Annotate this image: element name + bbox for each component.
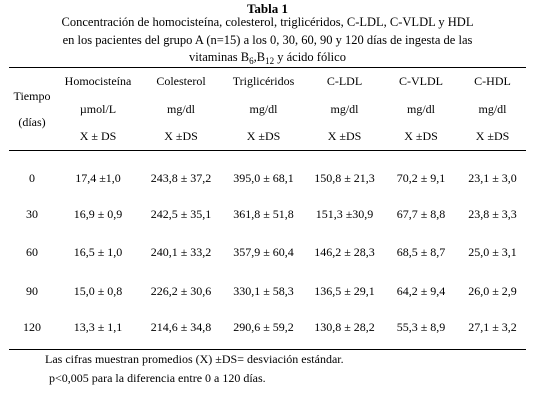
table-cell: 330,1 ± 58,3: [233, 284, 294, 298]
row-time: 0: [29, 171, 35, 185]
header-rule: [9, 150, 526, 151]
table-cell: 23,8 ± 3,3: [468, 207, 517, 221]
header-c-hdl-stat: X ±DS: [475, 129, 510, 143]
header-homocisteina-unit: µmol/L: [79, 102, 117, 116]
table-cell: 25,0 ± 3,1: [468, 245, 517, 259]
time-header: Tiempo: [13, 89, 51, 103]
time-header-unit: (días): [18, 115, 46, 129]
table-cell: 395,0 ± 68,1: [233, 171, 294, 185]
table-cell: 150,8 ± 21,3: [314, 171, 375, 185]
header-homocisteina-stat: X ± DS: [79, 129, 117, 143]
header-c-ldl-unit: mg/dl: [330, 102, 359, 116]
table-cell: 13,3 ± 1,1: [73, 320, 123, 334]
table-cell: 26,0 ± 2,9: [468, 284, 517, 298]
table-cell: 240,1 ± 33,2: [150, 245, 212, 259]
table-caption: Concentración de homocisteína, colestero…: [0, 14, 535, 71]
table-cell: 27,1 ± 3,2: [468, 320, 517, 334]
table-cell: 55,3 ± 8,9: [396, 320, 446, 334]
caption-line-2: en los pacientes del grupo A (n=15) a lo…: [62, 32, 473, 47]
table-cell: 64,2 ± 9,4: [396, 284, 446, 298]
header-c-vldl-unit: mg/dl: [406, 102, 435, 116]
top-rule: [9, 67, 526, 68]
table-title: Tabla 1: [246, 1, 289, 16]
footnote-2: p<0,005 para la diferencia entre 0 a 120…: [49, 371, 266, 385]
header-c-hdl: C-HDL: [474, 74, 511, 88]
header-trigliceridos-stat: X ±DS: [246, 129, 281, 143]
table-cell: 226,2 ± 30,6: [150, 284, 212, 298]
caption-line-3: vitaminas B6,B12 y ácido fólico: [189, 50, 346, 66]
row-time: 90: [26, 284, 38, 298]
row-time: 60: [26, 245, 38, 259]
header-colesterol: Colesterol: [156, 74, 206, 88]
table-cell: 136,5 ± 29,1: [314, 284, 375, 298]
table-cell: 23,1 ± 3,0: [468, 171, 517, 185]
header-trigliceridos: Triglicéridos: [232, 74, 295, 88]
table-cell: 67,7 ± 8,8: [396, 207, 446, 221]
header-c-ldl-stat: X ±DS: [327, 129, 362, 143]
table-cell: 243,8 ± 37,2: [150, 171, 212, 185]
bottom-rule: [9, 349, 526, 350]
header-c-vldl-stat: X ±DS: [404, 129, 438, 143]
table-cell: 130,8 ± 28,2: [314, 320, 375, 334]
table-cell: 70,2 ± 9,1: [396, 171, 446, 185]
header-c-ldl: C-LDL: [326, 74, 363, 88]
table-cell: 17,4 ±1,0: [75, 171, 121, 185]
table-cell: 242,5 ± 35,1: [150, 207, 212, 221]
caption-line-1: Concentración de homocisteína, colestero…: [61, 15, 474, 29]
header-colesterol-stat: X ±DS: [164, 129, 198, 143]
table-cell: 151,3 ±30,9: [315, 207, 374, 221]
table-cell: 15,0 ± 0,8: [73, 284, 123, 298]
table-cell: 290,6 ± 59,2: [233, 320, 294, 334]
header-trigliceridos-unit: mg/dl: [249, 102, 278, 116]
header-colesterol-unit: mg/dl: [166, 102, 195, 116]
footnote-1: Las cifras muestran promedios (X) ±DS= d…: [45, 352, 344, 366]
table-cell: 361,8 ± 51,8: [233, 207, 294, 221]
header-homocisteina: Homocisteína: [64, 74, 132, 88]
row-time: 120: [23, 320, 41, 334]
row-time: 30: [26, 207, 38, 221]
header-c-hdl-unit: mg/dl: [478, 102, 507, 116]
table-cell: 16,9 ± 0,9: [73, 207, 123, 221]
table-cell: 16,5 ± 1,0: [73, 245, 123, 259]
table-cell: 214,6 ± 34,8: [150, 320, 212, 334]
table-cell: 68,5 ± 8,7: [396, 245, 446, 259]
table-cell: 146,2 ± 28,3: [314, 245, 375, 259]
header-c-vldl: C-VLDL: [399, 74, 443, 88]
table-cell: 357,9 ± 60,4: [233, 245, 294, 259]
